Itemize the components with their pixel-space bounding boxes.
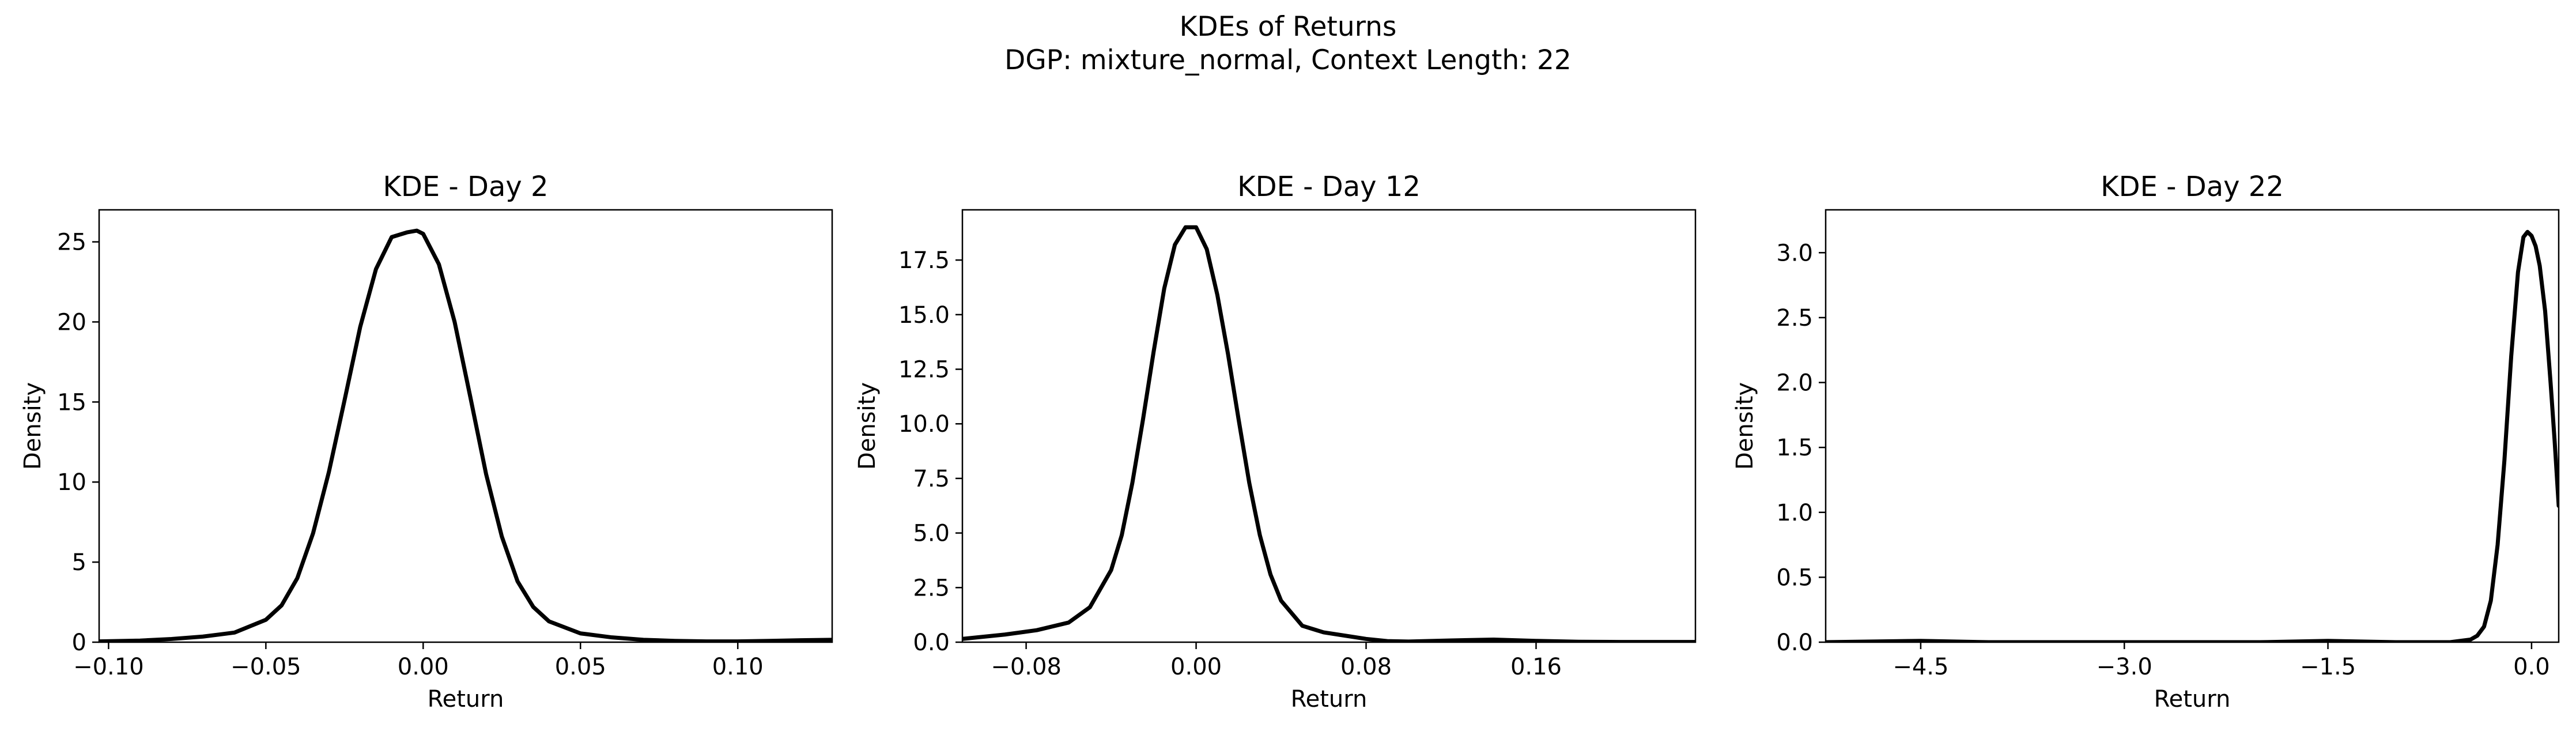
y-tick-label: 20: [57, 309, 86, 336]
y-tick-label: 3.0: [1776, 240, 1813, 266]
x-axis-label: Return: [2154, 686, 2231, 713]
subplot-title: KDE - Day 12: [1237, 171, 1421, 203]
figure-suptitle-line1: KDEs of Returns: [1180, 11, 1397, 43]
y-tick-label: 10: [57, 469, 86, 496]
figure-suptitle-line2: DGP: mixture_normal, Context Length: 22: [1004, 44, 1572, 76]
subplot-title: KDE - Day 22: [2101, 171, 2284, 203]
y-tick-label: 25: [57, 229, 86, 256]
x-tick-label: −4.5: [1893, 654, 1948, 680]
x-tick-label: −1.5: [2300, 654, 2356, 680]
x-tick-label: −0.10: [73, 654, 144, 680]
y-tick-label: 2.0: [1776, 370, 1813, 397]
y-tick-label: 5: [72, 549, 86, 576]
y-tick-label: 0.0: [1776, 630, 1813, 656]
subplot-title: KDE - Day 2: [383, 171, 548, 203]
x-axis-label: Return: [1291, 686, 1368, 713]
y-tick-label: 10.0: [898, 411, 950, 438]
y-tick-label: 0.0: [913, 630, 950, 656]
y-tick-label: 12.5: [898, 357, 950, 383]
x-tick-label: 0.08: [1340, 654, 1392, 680]
x-axis-label: Return: [428, 686, 504, 713]
x-tick-label: −0.08: [991, 654, 1062, 680]
y-tick-label: 2.5: [1776, 305, 1813, 331]
x-tick-label: 0.10: [712, 654, 764, 680]
subplot-2: −0.08 0.00 0.08 0.16 0.0 2.5 5.0 7.5 10.0 12.5 15.…: [854, 171, 1697, 713]
y-tick-label: 1.5: [1776, 435, 1813, 461]
y-tick-label: 15.0: [898, 302, 950, 329]
subplot-1: −0.10 −0.05 0.00 0.05 0.10 0 5 10 15 20 25 KDE - Da…: [20, 171, 833, 713]
subplot-3: −4.5 −3.0 −1.5 0.0 0.0 0.5 1.0 1.5 2.0 2.5 3.0 KDE …: [1732, 171, 2560, 713]
y-tick-label: 15: [57, 389, 86, 416]
y-tick-label: 17.5: [898, 247, 950, 274]
x-tick-label: 0.00: [398, 654, 449, 680]
kde-line: [962, 225, 1695, 642]
axes-frame: [98, 209, 833, 643]
x-tick-label: −0.05: [231, 654, 301, 680]
y-axis-label: Density: [1732, 382, 1758, 470]
x-tick-label: 0.05: [555, 654, 606, 680]
x-tick-label: −3.0: [2097, 654, 2152, 680]
y-tick-label: 5.0: [913, 521, 950, 547]
y-tick-label: 0: [72, 630, 86, 656]
y-tick-label: 1.0: [1776, 500, 1813, 526]
y-axis-label: Density: [20, 382, 46, 470]
y-tick-label: 7.5: [913, 466, 950, 492]
axes-frame: [1825, 209, 2560, 643]
axes-frame: [961, 209, 1697, 643]
kde-line: [99, 228, 832, 642]
subplots: −0.10 −0.05 0.00 0.05 0.10 0 5 10 15 20 25 KDE - Da…: [20, 171, 2560, 713]
x-tick-label: 0.16: [1510, 654, 1562, 680]
x-tick-label: 0.00: [1170, 654, 1222, 680]
y-tick-label: 2.5: [913, 575, 950, 601]
y-tick-label: 0.5: [1776, 564, 1813, 591]
x-tick-label: 0.0: [2513, 654, 2550, 680]
kde-line: [1826, 229, 2559, 642]
y-axis-label: Density: [854, 382, 881, 470]
